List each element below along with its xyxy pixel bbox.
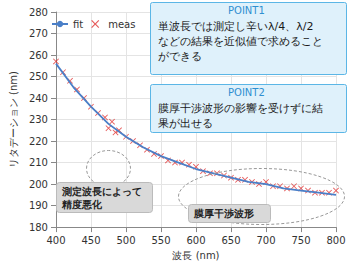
svg-text:200: 200 [29, 179, 48, 190]
svg-text:550: 550 [151, 235, 170, 246]
svg-text:果が出せる: 果が出せる [158, 117, 213, 130]
svg-text:650: 650 [221, 235, 240, 246]
svg-text:270: 270 [29, 28, 48, 39]
svg-text:POINT2: POINT2 [228, 87, 265, 98]
svg-text:精度悪化: 精度悪化 [61, 199, 103, 210]
svg-text:750: 750 [291, 235, 310, 246]
svg-text:リタデーション (nm): リタデーション (nm) [8, 71, 19, 168]
svg-text:600: 600 [186, 235, 205, 246]
svg-text:単波長では測定し辛いλ/4、λ/2: 単波長では測定し辛いλ/4、λ/2 [158, 20, 313, 33]
svg-text:450: 450 [81, 235, 100, 246]
svg-text:210: 210 [29, 157, 48, 168]
svg-text:240: 240 [29, 93, 48, 104]
svg-text:250: 250 [29, 71, 48, 82]
svg-text:280: 280 [29, 7, 48, 18]
svg-text:膜厚干渉波形の影響を受けずに結: 膜厚干渉波形の影響を受けずに結 [158, 102, 323, 115]
svg-text:260: 260 [29, 50, 48, 61]
svg-text:220: 220 [29, 136, 48, 147]
svg-text:fit: fit [73, 19, 83, 30]
svg-text:190: 190 [29, 200, 48, 211]
svg-text:230: 230 [29, 114, 48, 125]
svg-text:meas: meas [108, 19, 135, 30]
svg-text:ができる: ができる [158, 50, 202, 63]
svg-text:800: 800 [326, 235, 345, 246]
svg-text:などの結果を近似値で求めること: などの結果を近似値で求めること [158, 35, 323, 48]
svg-text:膜厚干渉波形: 膜厚干渉波形 [193, 208, 254, 219]
svg-text:500: 500 [116, 235, 135, 246]
svg-text:180: 180 [29, 222, 48, 233]
svg-text:POINT1: POINT1 [228, 5, 265, 16]
svg-text:測定波長によって: 測定波長によって [61, 186, 142, 197]
svg-text:700: 700 [256, 235, 275, 246]
svg-text:400: 400 [46, 235, 65, 246]
svg-text:波長 (nm): 波長 (nm) [172, 250, 219, 261]
